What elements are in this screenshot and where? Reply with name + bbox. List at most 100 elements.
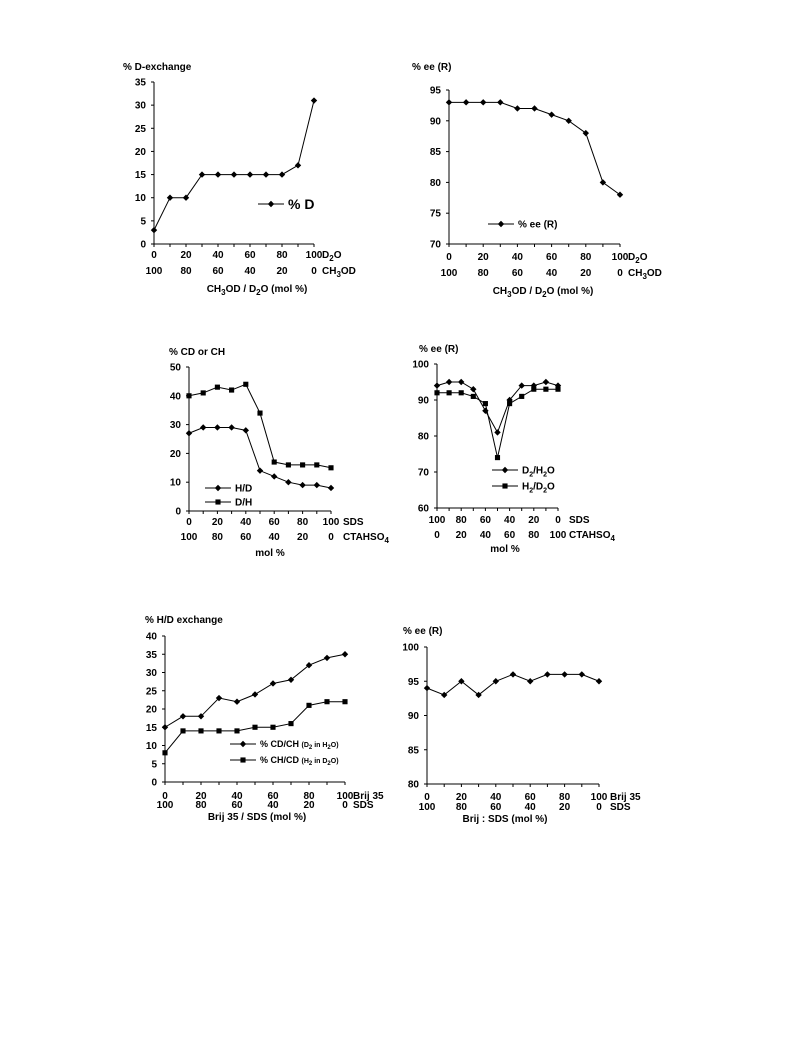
data-point: [341, 651, 349, 658]
y-axis-label: % ee (R): [403, 626, 442, 637]
y-tick-label: 70: [430, 240, 442, 251]
x-axis-row-name: SDS: [569, 515, 590, 526]
data-point: [514, 105, 521, 112]
x-tick-label: 100: [323, 517, 340, 528]
data-point: [458, 390, 464, 396]
x-tick-label: 20: [528, 515, 540, 526]
y-tick-label: 80: [408, 780, 420, 791]
x-tick-label: 0: [555, 515, 561, 526]
data-point: [230, 171, 238, 178]
legend: H/D D/H: [205, 484, 252, 509]
data-point: [507, 401, 513, 407]
x-tick-label: 40: [546, 268, 558, 279]
series-1: [185, 424, 335, 492]
y-tick-label: 35: [135, 78, 147, 89]
x-tick-label: 60: [240, 532, 252, 543]
y-tick-label: 90: [418, 396, 430, 407]
data-point: [294, 162, 302, 169]
y-tick-label: 50: [170, 363, 182, 374]
legend-label: % ee (R): [518, 220, 557, 231]
x-tick-label: 0: [434, 530, 440, 541]
data-point: [262, 171, 270, 178]
data-point: [233, 698, 241, 705]
data-point: [423, 684, 431, 692]
x-axis-row-name: SDS: [610, 802, 631, 813]
x-tick-label: 100: [306, 250, 323, 261]
x-tick-label: 0: [186, 517, 192, 528]
data-point: [342, 699, 348, 705]
series-1: [161, 651, 349, 731]
legend: % CD/CH (D2 in H2O) % CH/CD (H2 in D2O): [230, 739, 339, 767]
y-tick-label: 30: [146, 668, 158, 679]
x-axis-row-name: Brij 35: [610, 792, 641, 803]
y-tick-label: 0: [151, 778, 157, 789]
y-tick-label: 0: [140, 240, 146, 251]
x-tick-label: 40: [244, 266, 256, 277]
data-point: [509, 671, 517, 678]
data-point: [445, 99, 453, 106]
x-tick-label: 20: [580, 268, 592, 279]
x-tick-label: 80: [478, 268, 490, 279]
series-2: [186, 381, 334, 471]
x-tick-label: 80: [456, 802, 468, 813]
legend: D2/H2O H2/D2O: [492, 466, 555, 495]
y-tick-label: 20: [170, 449, 182, 460]
y-tick-label: 30: [135, 101, 147, 112]
x-axis-label: mol %: [255, 548, 285, 559]
series-1: [445, 99, 624, 198]
data-point: [323, 654, 331, 662]
data-point: [150, 226, 158, 234]
x-tick-label: 100: [591, 792, 608, 803]
x-axis-row-name: CH3OD: [628, 268, 662, 281]
legend-label: % D: [288, 196, 314, 212]
x-tick-label: 80: [303, 791, 315, 802]
x-axis-label: CH3OD / D2O (mol %): [493, 286, 594, 299]
x-tick-label: 20: [559, 802, 571, 813]
x-tick-label: 40: [512, 252, 524, 263]
data-point: [548, 111, 555, 118]
x-tick-label: 20: [456, 530, 468, 541]
data-point: [480, 99, 487, 106]
series-line: [437, 388, 558, 458]
y-tick-label: 5: [151, 759, 157, 770]
series-1: [423, 671, 603, 699]
data-point: [257, 410, 263, 416]
x-axis-label: CH3OD / D2O (mol %): [207, 284, 308, 297]
data-point: [482, 401, 488, 407]
x-tick-label: 40: [504, 515, 516, 526]
x-tick-label: 0: [596, 802, 602, 813]
legend-marker: [267, 200, 275, 208]
data-point: [215, 694, 223, 702]
x-tick-label: 100: [429, 515, 446, 526]
data-point: [252, 724, 258, 730]
data-point: [300, 462, 306, 468]
data-point: [278, 171, 286, 178]
data-point: [497, 99, 504, 106]
data-point: [595, 678, 603, 685]
data-point: [246, 171, 254, 178]
data-point: [269, 680, 277, 687]
y-tick-label: 15: [135, 170, 147, 181]
data-point: [578, 671, 585, 678]
x-tick-label: 20: [478, 252, 490, 263]
series-line: [164, 653, 346, 728]
x-tick-label: 60: [525, 792, 537, 803]
data-point: [186, 393, 192, 399]
data-point: [434, 390, 440, 396]
data-point: [216, 728, 222, 734]
x-tick-label: 100: [146, 266, 163, 277]
data-point: [251, 691, 259, 698]
series-line: [188, 426, 332, 489]
x-tick-label: 80: [528, 530, 540, 541]
data-point: [214, 424, 221, 431]
data-point: [446, 390, 452, 396]
data-point: [198, 728, 204, 734]
data-point: [299, 481, 306, 489]
y-tick-label: 60: [418, 504, 430, 515]
data-point: [305, 662, 313, 669]
data-point: [527, 678, 534, 685]
x-tick-label: 20: [276, 266, 288, 277]
data-point: [185, 430, 193, 437]
